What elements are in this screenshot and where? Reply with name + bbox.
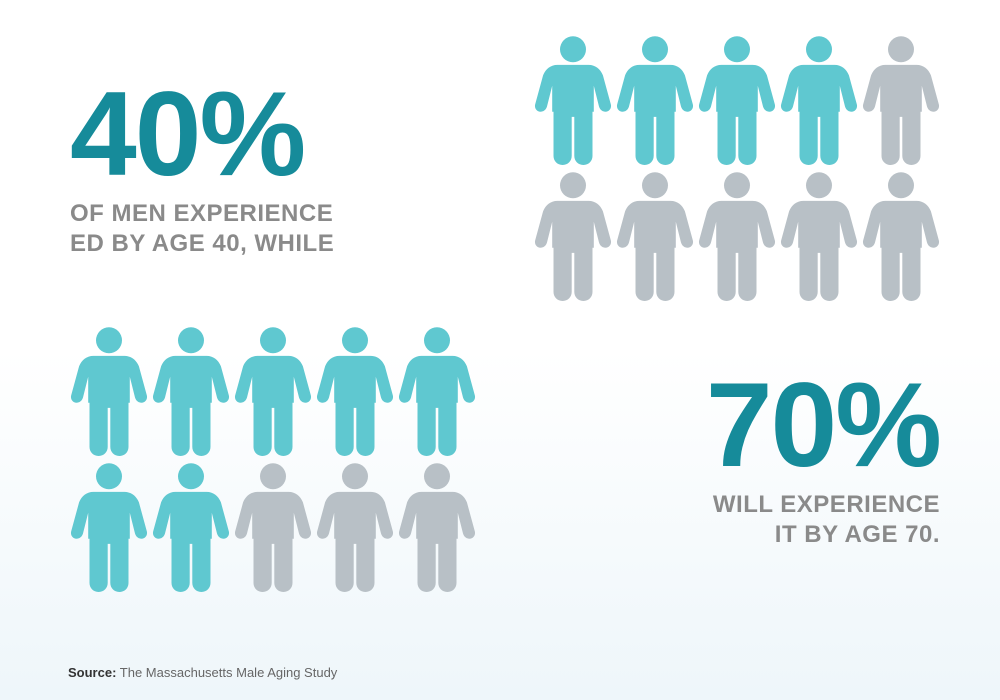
person-icon (534, 35, 612, 165)
person-icon (152, 326, 230, 456)
person-icon (398, 462, 476, 592)
person-icon (70, 326, 148, 456)
person-icon (616, 171, 694, 301)
people-grid-70 (70, 326, 476, 592)
stat-70-text: WILL EXPERIENCE IT BY AGE 70. (713, 490, 940, 550)
person-icon (534, 171, 612, 301)
person-icon (398, 326, 476, 456)
stat-40-number: 40% (70, 77, 334, 191)
stat-70-number: 70% (706, 368, 940, 482)
stat-40-text: OF MEN EXPERIENCE ED BY AGE 40, WHILE (70, 199, 334, 259)
person-icon (780, 35, 858, 165)
person-icon (698, 171, 776, 301)
person-icon (616, 35, 694, 165)
person-icon (152, 462, 230, 592)
source-citation: Source: The Massachusetts Male Aging Stu… (68, 665, 337, 680)
person-icon (316, 326, 394, 456)
person-icon (780, 171, 858, 301)
stat-block-40: 40% OF MEN EXPERIENCE ED BY AGE 40, WHIL… (70, 77, 334, 259)
stat-block-70: 70% WILL EXPERIENCE IT BY AGE 70. (706, 368, 940, 550)
people-grid-40 (534, 35, 940, 301)
person-icon (698, 35, 776, 165)
person-icon (316, 462, 394, 592)
person-icon (234, 462, 312, 592)
person-icon (70, 462, 148, 592)
person-icon (234, 326, 312, 456)
person-icon (862, 171, 940, 301)
person-icon (862, 35, 940, 165)
